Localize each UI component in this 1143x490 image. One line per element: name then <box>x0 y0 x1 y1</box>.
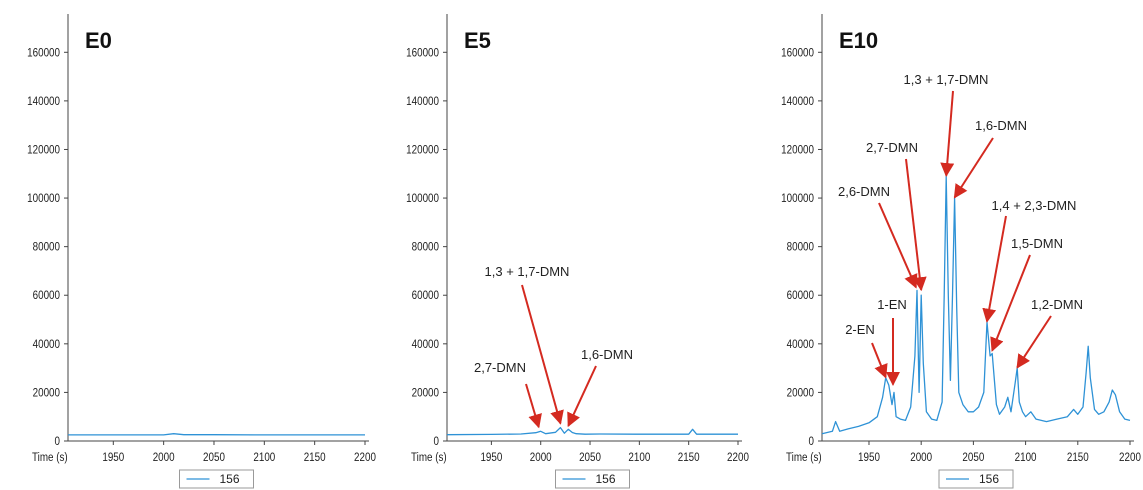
y-tick-label: 140000 <box>406 95 439 108</box>
peak-label: 1,5-DMN <box>1011 236 1063 251</box>
x-tick-label: 1950 <box>480 451 502 464</box>
y-tick-label: 80000 <box>412 241 439 254</box>
y-tick-label: 60000 <box>412 289 439 302</box>
x-tick-label: 2200 <box>354 451 376 464</box>
peak-label: 1,3 + 1,7-DMN <box>904 72 989 87</box>
x-tick-label: 1950 <box>102 451 124 464</box>
y-tick-label: 120000 <box>406 144 439 157</box>
y-tick-label: 40000 <box>412 338 439 351</box>
y-tick-label: 120000 <box>27 144 60 157</box>
x-tick-label: 2100 <box>1015 451 1037 464</box>
x-tick-label: 2000 <box>530 451 552 464</box>
peak-label: 2,6-DMN <box>838 184 890 199</box>
peak-label: 1,3 + 1,7-DMN <box>485 264 570 279</box>
panel-title: E10 <box>839 28 878 53</box>
peak-arrow <box>525 383 542 429</box>
y-tick-label: 100000 <box>27 192 60 205</box>
peak-arrow <box>521 284 564 425</box>
y-tick-label: 140000 <box>781 95 814 108</box>
y-tick-label: 80000 <box>787 241 814 254</box>
x-tick-label: 2050 <box>579 451 601 464</box>
x-tick-label: 2200 <box>1119 451 1141 464</box>
legend-box <box>179 469 254 489</box>
x-tick-label: 2150 <box>1067 451 1089 464</box>
y-tick-label: 60000 <box>787 289 814 302</box>
panel-title: E5 <box>464 28 491 53</box>
y-tick-label: 160000 <box>406 46 439 59</box>
peak-arrow <box>940 90 955 178</box>
peak-arrow <box>871 342 888 379</box>
peak-label: 1,2-DMN <box>1031 297 1083 312</box>
legend-label: 156 <box>220 472 240 486</box>
chart-panel-e10: 0 20000 40000 60000 80000 100000 120000 140000 1… <box>781 14 1141 489</box>
legend-box <box>938 469 1014 489</box>
y-tick-label: 0 <box>434 435 439 448</box>
y-tick-label: 20000 <box>33 387 60 400</box>
legend: 156 <box>555 469 630 489</box>
x-tick-label: 1950 <box>858 451 880 464</box>
peak-arrow <box>905 158 927 292</box>
y-tick-label: 0 <box>55 435 60 448</box>
legend-box <box>555 469 630 489</box>
peak-label: 2-EN <box>845 322 875 337</box>
legend-label: 156 <box>596 472 616 486</box>
x-tick-label: 2150 <box>304 451 326 464</box>
peak-arrow <box>990 254 1031 352</box>
y-tick-label: 60000 <box>33 289 60 302</box>
peak-label: 2,7-DMN <box>474 360 526 375</box>
series-line-156 <box>68 433 365 436</box>
panel-title: E0 <box>85 28 112 53</box>
x-tick-label: 2000 <box>153 451 175 464</box>
legend-label: 156 <box>979 472 999 486</box>
series-line-156 <box>821 175 1131 435</box>
peak-arrow <box>878 202 918 289</box>
series-line-156 <box>446 426 738 436</box>
peak-label: 1,6-DMN <box>581 347 633 362</box>
x-tick-label: 2000 <box>910 451 932 464</box>
peak-arrow <box>982 215 1007 323</box>
peak-label: 2,7-DMN <box>866 140 918 155</box>
peak-arrow <box>953 137 994 199</box>
y-tick-label: 20000 <box>787 387 814 400</box>
peak-arrow <box>1016 315 1052 369</box>
y-tick-label: 120000 <box>781 144 814 157</box>
peak-label: 1-EN <box>877 297 907 312</box>
y-tick-label: 80000 <box>33 241 60 254</box>
peak-label: 1,6-DMN <box>975 118 1027 133</box>
peak-label: 1,4 + 2,3-DMN <box>992 198 1077 213</box>
x-axis-label: Time (s) <box>786 451 822 464</box>
x-axis-label: Time (s) <box>411 451 447 464</box>
y-tick-label: 40000 <box>33 338 60 351</box>
y-tick-label: 40000 <box>787 338 814 351</box>
y-tick-label: 140000 <box>27 95 60 108</box>
y-tick-label: 0 <box>809 435 814 448</box>
x-tick-label: 2050 <box>203 451 225 464</box>
legend: 156 <box>938 469 1014 489</box>
y-tick-label: 100000 <box>781 192 814 205</box>
chart-panel-e5: 0 20000 40000 60000 80000 100000 120000 140000 1… <box>406 14 749 489</box>
peak-arrow <box>567 365 597 428</box>
y-tick-label: 20000 <box>412 387 439 400</box>
x-tick-label: 2100 <box>253 451 275 464</box>
x-tick-label: 2050 <box>962 451 984 464</box>
x-axis-label: Time (s) <box>32 451 68 464</box>
y-tick-label: 160000 <box>27 46 60 59</box>
y-tick-label: 100000 <box>406 192 439 205</box>
y-tick-label: 160000 <box>781 46 814 59</box>
x-tick-label: 2100 <box>628 451 650 464</box>
x-tick-label: 2200 <box>727 451 749 464</box>
legend: 156 <box>179 469 254 489</box>
chart-panel-e0: 0 20000 40000 60000 80000 100000 120000 140000 1… <box>27 14 376 489</box>
x-tick-label: 2150 <box>678 451 700 464</box>
